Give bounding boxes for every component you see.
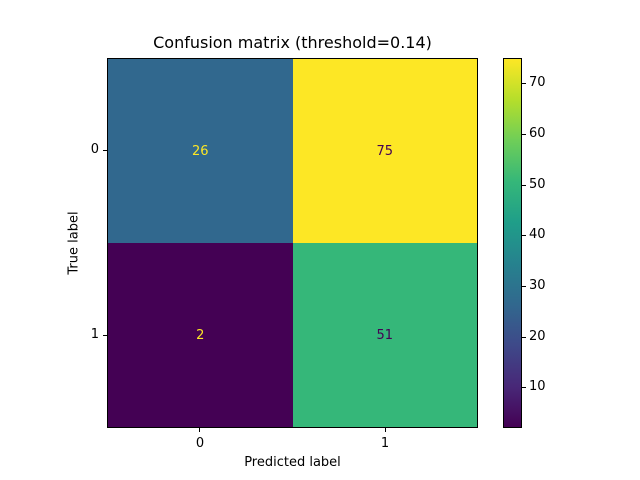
confusion-matrix-figure: Confusion matrix (threshold=0.14) 26 75 …: [0, 0, 640, 480]
colorbar-tick-label: 70: [529, 75, 546, 91]
cell-value: 26: [192, 144, 209, 159]
colorbar-tick: [522, 83, 526, 84]
colorbar-tick: [522, 134, 526, 135]
matrix-cell-true1-pred1: 51: [293, 243, 478, 427]
y-axis-tick-1: [103, 335, 107, 336]
x-tick-label-1: 1: [370, 436, 400, 452]
colorbar-tick-label: 60: [529, 126, 546, 142]
colorbar-tick-label: 30: [529, 278, 546, 294]
y-axis-tick-0: [103, 150, 107, 151]
colorbar-tick-label: 50: [529, 177, 546, 193]
matrix-cell-true0-pred1: 75: [293, 59, 478, 243]
chart-title: Confusion matrix (threshold=0.14): [107, 34, 478, 52]
colorbar-tick: [522, 235, 526, 236]
colorbar-tick: [522, 286, 526, 287]
cell-value: 51: [376, 328, 393, 343]
x-axis-tick-0: [199, 428, 200, 432]
matrix-cell-true1-pred0: 2: [108, 243, 293, 427]
cell-value: 75: [376, 144, 393, 159]
colorbar-tick-label: 10: [529, 379, 546, 395]
x-axis-tick-1: [385, 428, 386, 432]
y-tick-label-1: 1: [69, 327, 99, 343]
colorbar-tick: [522, 387, 526, 388]
cell-value: 2: [196, 328, 204, 343]
colorbar: [503, 58, 522, 428]
x-axis-label: Predicted label: [107, 455, 478, 471]
matrix-cell-true0-pred0: 26: [108, 59, 293, 243]
colorbar-tick-label: 20: [529, 329, 546, 345]
plot-area: 26 75 2 51: [107, 58, 478, 428]
x-tick-label-0: 0: [185, 436, 215, 452]
y-tick-label-0: 0: [69, 142, 99, 158]
y-axis-label: True label: [67, 211, 82, 274]
colorbar-tick: [522, 337, 526, 338]
colorbar-tick-label: 40: [529, 227, 546, 243]
colorbar-tick: [522, 185, 526, 186]
